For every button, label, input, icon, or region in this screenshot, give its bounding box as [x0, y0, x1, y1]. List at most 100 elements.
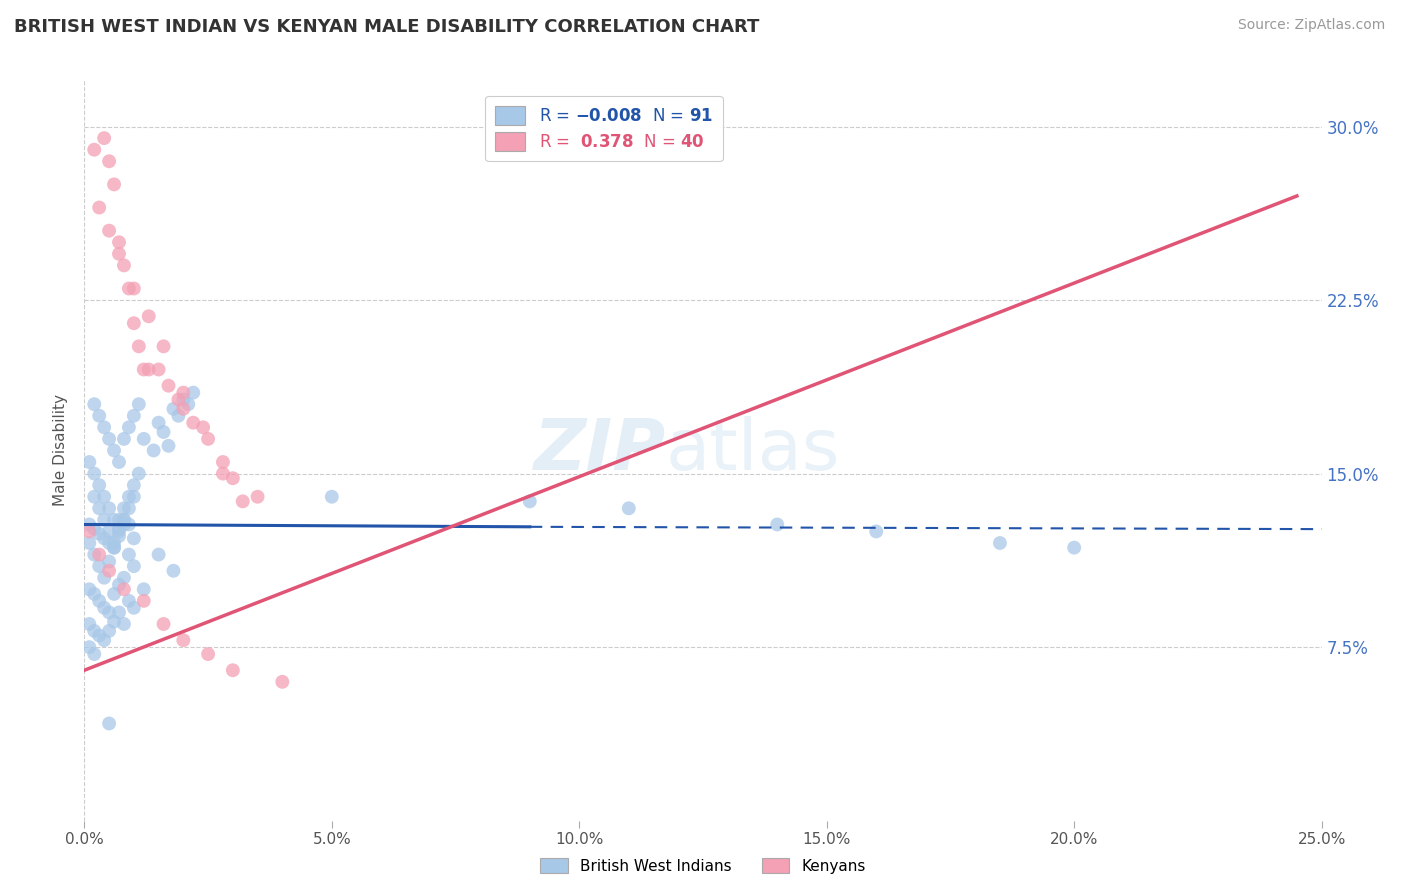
Point [83, 467, 105, 481]
Point [89, 628, 111, 642]
Point [93, 513, 115, 527]
Point [83, 143, 105, 157]
Point [132, 362, 155, 376]
Point [118, 548, 141, 562]
Point [112, 513, 135, 527]
Point [103, 615, 125, 629]
Point [212, 455, 235, 469]
Point [112, 617, 135, 632]
Point [98, 154, 121, 169]
Point [181, 416, 204, 430]
Point [197, 647, 219, 661]
Point [93, 633, 115, 648]
Point [148, 362, 170, 376]
Point [98, 432, 121, 446]
Point [519, 494, 541, 508]
Point [122, 490, 145, 504]
Point [93, 490, 115, 504]
Point [103, 443, 125, 458]
Point [148, 548, 170, 562]
Point [112, 582, 135, 597]
Point [103, 541, 125, 555]
Point [98, 224, 121, 238]
Point [93, 571, 115, 585]
Point [98, 564, 121, 578]
Point [246, 490, 269, 504]
Point [103, 536, 125, 550]
Point [122, 409, 145, 423]
Text: BRITISH WEST INDIAN VS KENYAN MALE DISABILITY CORRELATION CHART: BRITISH WEST INDIAN VS KENYAN MALE DISAB… [14, 18, 759, 36]
Point [112, 517, 135, 532]
Point [98, 501, 121, 516]
Point [132, 432, 155, 446]
Point [112, 571, 135, 585]
Point [1063, 541, 1085, 555]
Point [79, 536, 101, 550]
Point [222, 663, 245, 677]
Point [98, 554, 121, 569]
Point [232, 494, 254, 508]
Point [89, 594, 111, 608]
Point [118, 420, 141, 434]
Point [89, 478, 111, 492]
Point [103, 587, 125, 601]
Point [112, 513, 135, 527]
Point [108, 455, 131, 469]
Point [112, 432, 135, 446]
Point [89, 409, 111, 423]
Point [108, 513, 131, 527]
Point [93, 600, 115, 615]
Point [271, 674, 294, 689]
Point [128, 397, 150, 411]
Point [172, 401, 194, 416]
Point [79, 617, 101, 632]
Point [118, 517, 141, 532]
Y-axis label: Male Disability: Male Disability [53, 394, 69, 507]
Point [132, 594, 155, 608]
Point [79, 640, 101, 654]
Point [157, 378, 180, 392]
Point [172, 385, 194, 400]
Point [167, 409, 190, 423]
Point [128, 467, 150, 481]
Point [172, 633, 194, 648]
Point [152, 339, 174, 353]
Point [108, 235, 131, 250]
Point [103, 541, 125, 555]
Point [191, 420, 214, 434]
Point [79, 455, 101, 469]
Point [122, 559, 145, 574]
Point [83, 548, 105, 562]
Legend: R = $\mathbf{-0.008}$  N = $\mathbf{91}$, R =  $\mathbf{0.378}$  N = $\mathbf{40: R = $\mathbf{-0.008}$ N = $\mathbf{91}$,… [485, 96, 723, 161]
Point [98, 716, 121, 731]
Legend: British West Indians, Kenyans: British West Indians, Kenyans [534, 852, 872, 880]
Point [108, 524, 131, 539]
Point [197, 432, 219, 446]
Point [142, 443, 165, 458]
Point [132, 582, 155, 597]
Point [83, 647, 105, 661]
Point [222, 471, 245, 485]
Point [98, 606, 121, 620]
Point [118, 501, 141, 516]
Point [212, 467, 235, 481]
Point [181, 385, 204, 400]
Point [103, 513, 125, 527]
Point [89, 548, 111, 562]
Point [766, 517, 789, 532]
Point [122, 281, 145, 295]
Point [118, 594, 141, 608]
Point [172, 392, 194, 407]
Point [122, 600, 145, 615]
Point [79, 517, 101, 532]
Point [98, 624, 121, 638]
Point [83, 490, 105, 504]
Point [118, 281, 141, 295]
Point [93, 532, 115, 546]
Point [865, 524, 887, 539]
Point [108, 529, 131, 543]
Point [83, 587, 105, 601]
Text: atlas: atlas [666, 416, 841, 485]
Point [157, 439, 180, 453]
Point [118, 490, 141, 504]
